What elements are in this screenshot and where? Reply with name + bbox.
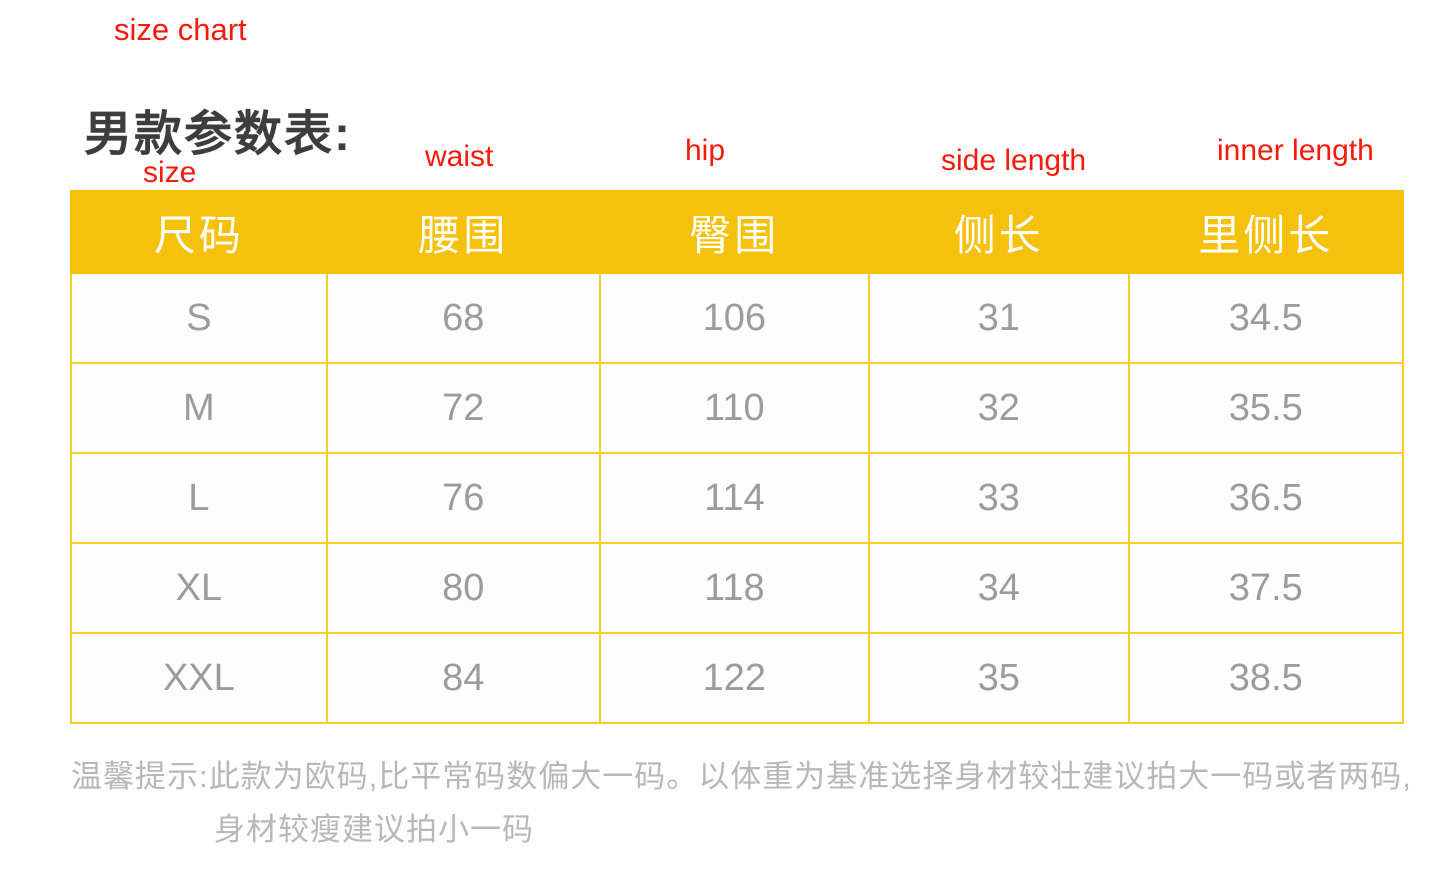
- size-table-body: S 68 106 31 34.5 M 72 110 32 35.5 L 76 114 33 36.5 XL 80…: [70, 272, 1405, 724]
- table-cell: 80: [325, 542, 601, 634]
- table-cell: 84: [325, 632, 601, 724]
- annotation-side-length: side length: [941, 144, 1087, 177]
- table-cell: 35.5: [1127, 362, 1405, 454]
- table-cell: 38.5: [1127, 632, 1405, 724]
- table-cell: S: [70, 272, 328, 364]
- size-table-header-cell: 腰围: [325, 190, 601, 274]
- table-cell: 34: [867, 542, 1130, 634]
- table-cell: 35: [867, 632, 1130, 724]
- note-line-1: 温馨提示:此款为欧码,比平常码数偏大一码。以体重为基准选择身材较壮建议拍大一码或…: [71, 759, 1412, 794]
- note: 温馨提示:此款为欧码,比平常码数偏大一码。以体重为基准选择身材较壮建议拍大一码或…: [71, 750, 1441, 856]
- table-cell: 33: [867, 452, 1130, 544]
- size-table-header-cell: 侧长: [867, 190, 1130, 274]
- size-table-header-row: 尺码 腰围 臀围 侧长 里侧长: [70, 190, 1405, 274]
- table-cell: 32: [867, 362, 1130, 454]
- annotation-inner-length: inner length: [1217, 134, 1374, 167]
- table-cell: 31: [867, 272, 1130, 364]
- annotation-waist: waist: [425, 140, 494, 173]
- section-title: 男款参数表:: [84, 108, 352, 161]
- size-table-header-cell: 里侧长: [1127, 190, 1405, 274]
- table-row: S 68 106 31 34.5: [70, 272, 1405, 364]
- table-cell: 34.5: [1127, 272, 1405, 364]
- table-cell: XL: [70, 542, 328, 634]
- size-table-header: 尺码 腰围 臀围 侧长 里侧长: [70, 190, 1405, 274]
- overlay-title: size chart: [114, 12, 247, 47]
- table-cell: 37.5: [1127, 542, 1405, 634]
- table-cell: 106: [598, 272, 870, 364]
- table-row: M 72 110 32 35.5: [70, 362, 1405, 454]
- table-cell: 72: [325, 362, 601, 454]
- size-table-header-cell: 尺码: [70, 190, 328, 274]
- table-cell: M: [70, 362, 328, 454]
- table-cell: 110: [598, 362, 870, 454]
- table-row: XXL 84 122 35 38.5: [70, 632, 1405, 724]
- table-cell: 36.5: [1127, 452, 1405, 544]
- table-cell: L: [70, 452, 328, 544]
- table-row: XL 80 118 34 37.5: [70, 542, 1405, 634]
- table-cell: 68: [325, 272, 601, 364]
- note-line-2: 身材较瘦建议拍小一码: [214, 812, 534, 847]
- size-table: 尺码 腰围 臀围 侧长 里侧长 S 68 106 31 34.5 M 72 110 32 35.5 L 76 1…: [70, 190, 1405, 724]
- annotation-hip: hip: [685, 134, 726, 167]
- annotation-size: size: [143, 156, 197, 189]
- size-table-header-cell: 臀围: [598, 190, 870, 274]
- table-row: L 76 114 33 36.5: [70, 452, 1405, 544]
- table-cell: 76: [325, 452, 601, 544]
- table-cell: 118: [598, 542, 870, 634]
- table-cell: XXL: [70, 632, 328, 724]
- table-cell: 114: [598, 452, 870, 544]
- table-cell: 122: [598, 632, 870, 724]
